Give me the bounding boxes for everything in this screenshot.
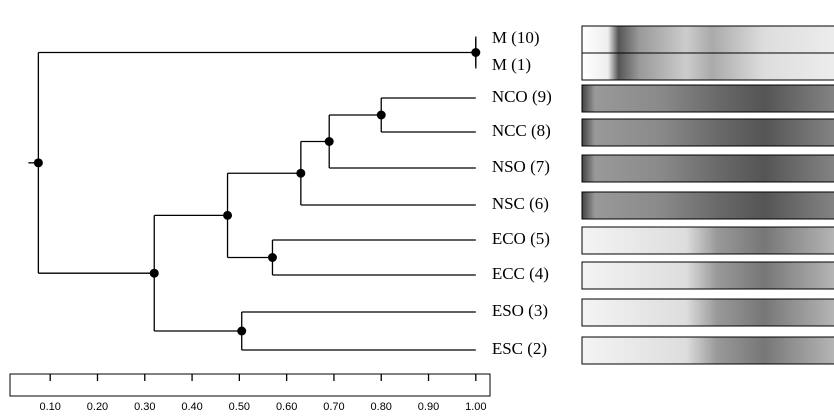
x-tick-label: 0.30 — [134, 401, 155, 413]
node — [150, 269, 159, 278]
leaf-label: NCO (9) — [492, 87, 552, 106]
x-tick-label: 0.80 — [371, 401, 392, 413]
x-tick-label: 0.20 — [87, 401, 108, 413]
x-tick-label: 0.50 — [229, 401, 250, 413]
x-tick-label: 0.70 — [323, 401, 344, 413]
x-tick-label: 0.60 — [276, 401, 297, 413]
leaf-label: ESC (2) — [492, 339, 547, 358]
node — [296, 169, 305, 178]
node — [237, 327, 246, 336]
leaf-label: ECC (4) — [492, 264, 549, 283]
axis-box — [10, 374, 490, 396]
leaf-label: NCC (8) — [492, 121, 551, 140]
gel-lane — [582, 192, 834, 219]
x-tick-label: 0.90 — [418, 401, 439, 413]
leaf-label: NSO (7) — [492, 157, 550, 176]
gel-lane — [582, 119, 834, 146]
gel-lane — [582, 299, 834, 326]
leaf-label: M (10) — [492, 28, 540, 47]
gel-lane — [582, 227, 834, 254]
x-tick-label: 1.00 — [465, 401, 486, 413]
gel-lane — [582, 26, 834, 53]
gel-lane — [582, 85, 834, 112]
node — [268, 253, 277, 262]
leaf-label: ECO (5) — [492, 229, 550, 248]
leaf-label: NSC (6) — [492, 194, 549, 213]
gel-lane — [582, 53, 834, 80]
gel-lane — [582, 337, 834, 364]
gel-lane — [582, 155, 834, 182]
gel-lane — [582, 262, 834, 289]
chart: M (10) M (1) NCO (9) NCC (8) NSO (7) NSC (6) E… — [0, 0, 834, 418]
leaf-label: M (1) — [492, 55, 531, 74]
page: M (10) M (1) NCO (9) NCC (8) NSO (7) NSC (6) E… — [0, 0, 834, 418]
leaf-label: ESO (3) — [492, 301, 548, 320]
gel-lanes — [582, 26, 834, 364]
x-tick-label: 0.40 — [181, 401, 202, 413]
node — [377, 111, 386, 120]
node — [325, 137, 334, 146]
node — [223, 211, 232, 220]
x-tick-label: 0.10 — [39, 401, 60, 413]
